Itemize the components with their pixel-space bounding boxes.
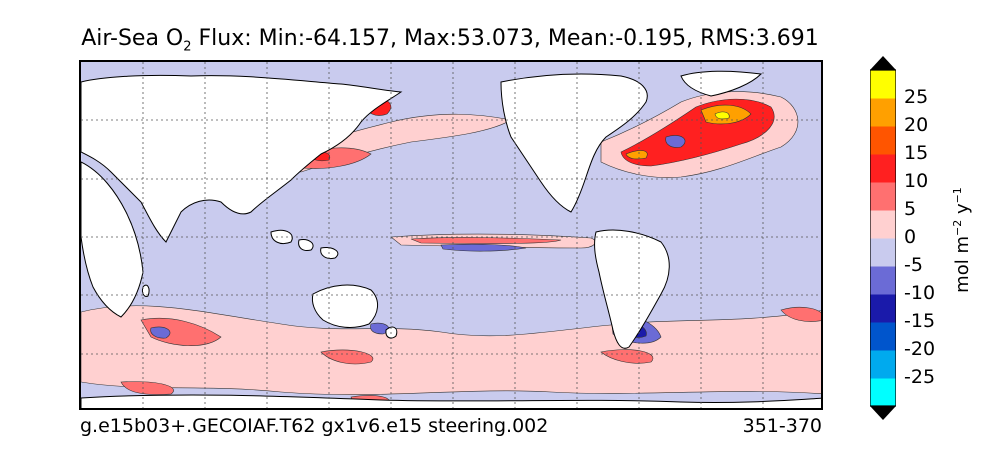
unit-exponent-area: −2 [951,219,964,236]
madagascar [142,284,150,297]
colorbar-segment [870,322,896,351]
colorbar-tick-label: -25 [904,366,936,388]
land-masses [81,70,821,408]
map-canvas [81,62,821,408]
north-atlantic-yellow [714,111,730,120]
colorbar-segment [870,210,896,239]
colorbar-extend-top [870,56,896,70]
graticule [81,62,821,408]
colorbar-segment [870,294,896,323]
title-rest: Flux: Min:-64.157, Max:53.073, Mean:-0.1… [191,26,819,51]
colorbar-segment [870,350,896,379]
colorbar-tick-label: -15 [904,310,936,332]
colorbar-segment [870,182,896,211]
colorbar-outline [870,69,896,407]
colorbar-segments [870,70,896,407]
unit-mid: y [952,203,973,220]
north-america [500,73,648,213]
unit-main: mol m [952,236,973,293]
colorbar-tick-label: 10 [904,170,929,192]
australia [311,284,378,328]
antarctica [81,394,821,408]
unit-exponent-time: −1 [951,187,964,204]
labrador-blue-patch [665,135,686,148]
south-america [594,229,670,349]
run-identifier: g.e15b03+.GECOIAF.T62 gx1v6.e15 steering… [80,415,549,437]
colorbar-segment [870,378,896,407]
colorbar-tick-label: -10 [904,282,936,304]
colorbar-tick-label: 15 [904,142,929,164]
colorbar [870,56,896,420]
eurasia [81,74,403,243]
colorbar-segment [870,154,896,183]
equatorial-pacific-blue [440,243,527,252]
year-range: 351-370 [742,415,822,437]
colorbar-segment [870,70,896,99]
colorbar-tick-label: -5 [904,254,923,276]
southern-ocean-red-patches [120,307,821,407]
colorbar-tick-label: 5 [904,198,917,220]
colorbar-segment [870,98,896,127]
colorbar-unit-label: mol m−2 y−1 [951,187,973,293]
colorbar-tick-label: 25 [904,86,929,108]
plot-title: Air-Sea O2 Flux: Min:-64.157, Max:53.073… [0,26,900,54]
world-map [79,60,823,410]
africa [81,161,144,318]
colorbar-segment [870,238,896,267]
southern-ocean-blue-patches [150,322,390,339]
title-subscript: 2 [183,39,192,55]
equatorial-pacific-red [410,237,562,244]
colorbar-tick-label: -20 [904,338,936,360]
colorbar-segment [870,266,896,295]
colorbar-segment [870,126,896,155]
title-prefix: Air-Sea O [81,26,184,51]
colorbar-tick-label: 20 [904,114,929,136]
colorbar-extend-bottom [870,406,896,420]
colorbar-tick-label: 0 [904,226,917,248]
